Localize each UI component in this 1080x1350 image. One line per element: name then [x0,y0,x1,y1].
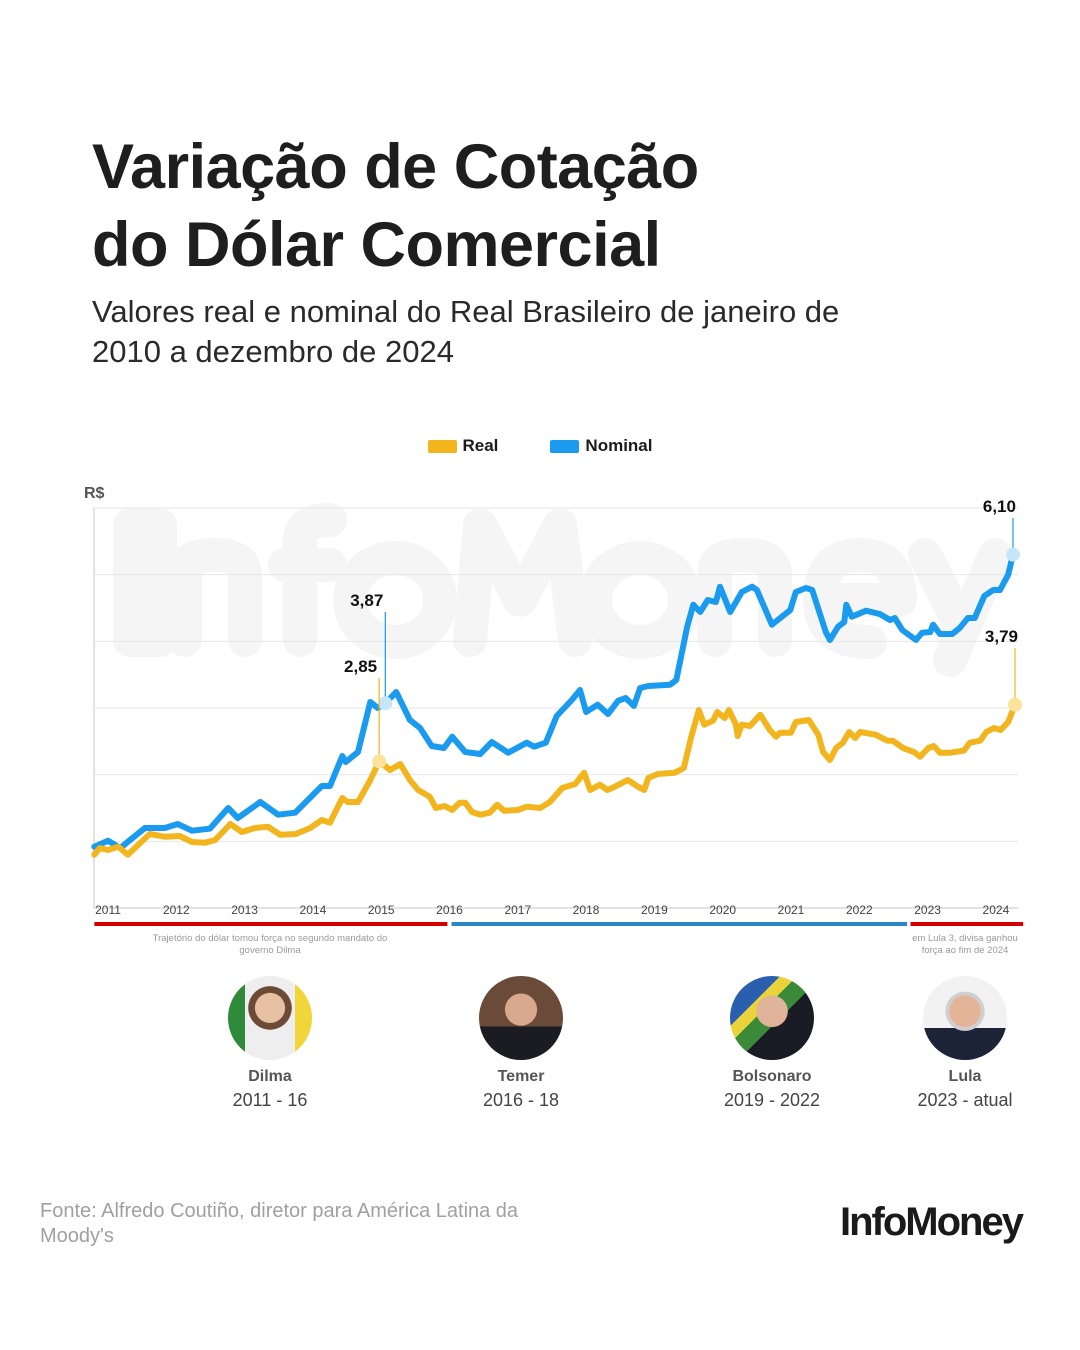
watermark-logo-shape [113,508,177,657]
x-tick-label: 2019 [641,903,668,917]
annotation-label: 3,79 [985,627,1018,646]
president-years: 2023 - atual [917,1090,1013,1110]
legend-item-nominal: Nominal [550,436,652,456]
series-line-nominal [91,551,1016,851]
president-years: 2019 - 2022 [723,1090,821,1110]
legend-label-nominal: Nominal [585,436,653,455]
president-temer: Temer 2016 - 18 [421,976,621,1111]
watermark-logo-shape [908,538,1012,677]
president-dilma: Dilma 2011 - 16 [170,976,370,1111]
annotation-dot [1008,697,1023,712]
annotation-label: 2,85 [344,657,377,676]
x-tick-label: 2022 [846,903,873,917]
watermark-logo-shape [168,538,262,657]
x-tick-label: 2016 [436,903,463,917]
annotation-label: 6,10 [983,497,1016,516]
x-tick-label: 2024 [983,903,1010,917]
legend-item-real: Real [427,436,499,456]
avatar-bolsonaro [730,976,814,1060]
legend-swatch-nominal [550,439,580,453]
annotation-dot [1005,547,1020,562]
president-name: Lula [948,1068,982,1085]
x-tick-label: 2015 [368,903,395,917]
era-note-dilma: Trajetório do dólar tomou força no segun… [152,933,388,956]
x-tick-label: 2012 [163,903,190,917]
era-bar-red [910,922,1024,926]
avatar-dilma [228,976,312,1060]
annotation-dot [378,696,393,711]
x-tick-label: 2013 [231,903,258,917]
legend-label-real: Real [462,436,499,455]
watermark-logo-shape [578,541,702,659]
era-note-lula: em Lula 3, divisa ganhou força ao fim de… [912,933,1018,956]
president-years: 2011 - 16 [232,1090,308,1110]
legend-swatch-real [427,439,457,453]
source-note: Fonte: Alfredo Coutiño, diretor para Amé… [40,1200,519,1247]
page-title: Variação de Cotação do Dólar Comercial [92,128,699,284]
x-tick-label: 2014 [300,903,327,917]
title-line-2: do Dólar Comercial [92,210,661,280]
president-name: Bolsonaro [732,1068,812,1085]
series-line-real [91,701,1018,858]
x-tick-label: 2017 [504,903,531,917]
annotation-label: 3,87 [350,591,383,610]
avatar-lula [923,976,1007,1060]
annotation-dot [372,754,387,769]
avatar-temer [479,976,563,1060]
era-bar-red [94,922,448,926]
x-tick-label: 2021 [778,903,805,917]
watermark-logo-shape [698,538,792,657]
watermark-logo-shape [453,508,592,657]
x-tick-label: 2020 [709,903,736,917]
watermark-logo-shape [268,503,347,657]
president-bolsonaro: Bolsonaro 2019 - 2022 [672,976,872,1111]
president-name: Dilma [248,1068,292,1085]
president-lula: Lula 2023 - atual [865,976,1065,1111]
infomoney-logo: InfoMoney [840,1200,1024,1244]
y-axis-label: R$ [84,485,105,502]
president-years: 2016 - 18 [482,1090,560,1110]
era-bar-blue [451,922,908,926]
x-tick-label: 2011 [95,903,121,917]
x-tick-label: 2018 [573,903,600,917]
x-tick-label: 2023 [914,903,941,917]
watermark-logo-shape [803,538,917,659]
chart-plot: 2011 2012 2013 2014 2015 2016 2017 2018 2019 2020… [91,497,1024,926]
chart-legend: Real Nominal [0,436,1080,456]
subtitle: Valores real e nominal do Real Brasileir… [92,294,840,369]
watermark-logo-shape [333,541,457,659]
president-name: Temer [497,1068,545,1085]
title-line-1: Variação de Cotação [92,132,699,202]
